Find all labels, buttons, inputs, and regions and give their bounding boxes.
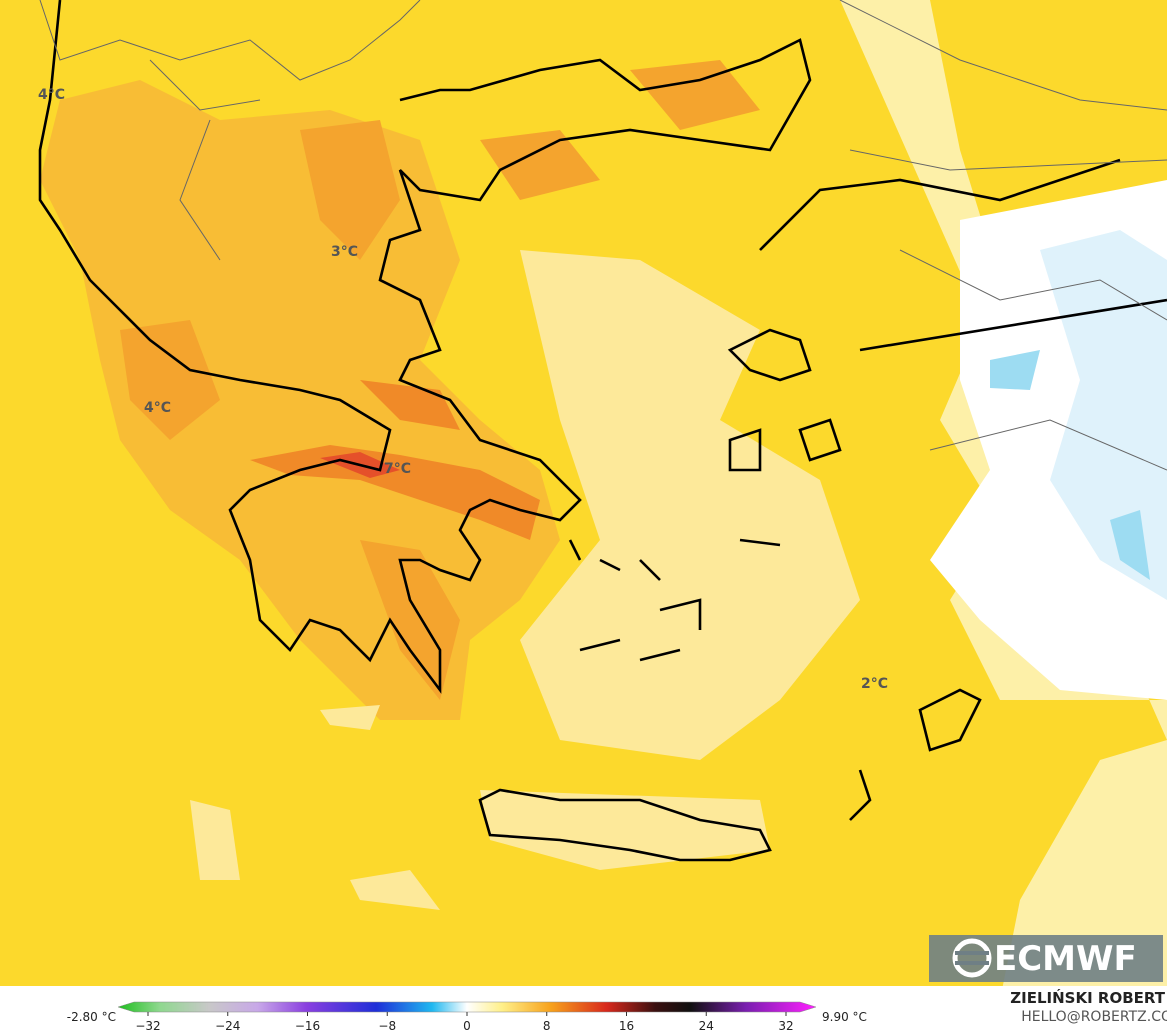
logo-icon bbox=[952, 938, 992, 978]
colorbar-tick-label: 16 bbox=[619, 1019, 634, 1033]
isotherm-label: 3°C bbox=[331, 244, 358, 260]
coastline bbox=[38, 0, 1167, 862]
colorbar-tick-label: −8 bbox=[378, 1019, 396, 1033]
colorbar-max: 9.90 °C bbox=[822, 1010, 867, 1024]
isotherm-label: 7°C bbox=[384, 461, 411, 477]
logo: ECMWF bbox=[929, 935, 1163, 982]
logo-text: ECMWF bbox=[994, 939, 1137, 979]
colorbar-min: -2.80 °C bbox=[67, 1010, 116, 1024]
hot-field bbox=[250, 380, 540, 540]
cold-field bbox=[990, 350, 1150, 580]
credit-name: ZIELIŃSKI ROBERT bbox=[1010, 988, 1165, 1007]
borders bbox=[39, 0, 1167, 471]
isotherm-label: 4°C bbox=[38, 87, 65, 103]
logo-icon bbox=[955, 951, 989, 965]
colorbar-tick-label: 0 bbox=[463, 1019, 471, 1033]
warm-field bbox=[120, 60, 760, 700]
colorbar-tick-label: −16 bbox=[295, 1019, 320, 1033]
map-area: 4°C 3°C 4°C 7°C 2°C ECMWF bbox=[0, 0, 1167, 1000]
warm-field bbox=[40, 80, 560, 720]
credit-email: HELLO@ROBERTZ.CO bbox=[1021, 1009, 1167, 1025]
isotherm-label: 2°C bbox=[861, 676, 888, 692]
colorbar-tick-label: 32 bbox=[778, 1019, 793, 1033]
colorbar-tick-label: −24 bbox=[215, 1019, 240, 1033]
colorbar-tick-label: 24 bbox=[699, 1019, 714, 1033]
colorbar bbox=[117, 1001, 817, 1013]
colorbar-tick-label: 8 bbox=[543, 1019, 551, 1033]
isotherm-label: 4°C bbox=[144, 400, 171, 416]
colorbar-tick-label: −32 bbox=[135, 1019, 160, 1033]
light-field bbox=[520, 250, 860, 760]
cold-field bbox=[1040, 230, 1167, 600]
light-field bbox=[190, 705, 770, 910]
